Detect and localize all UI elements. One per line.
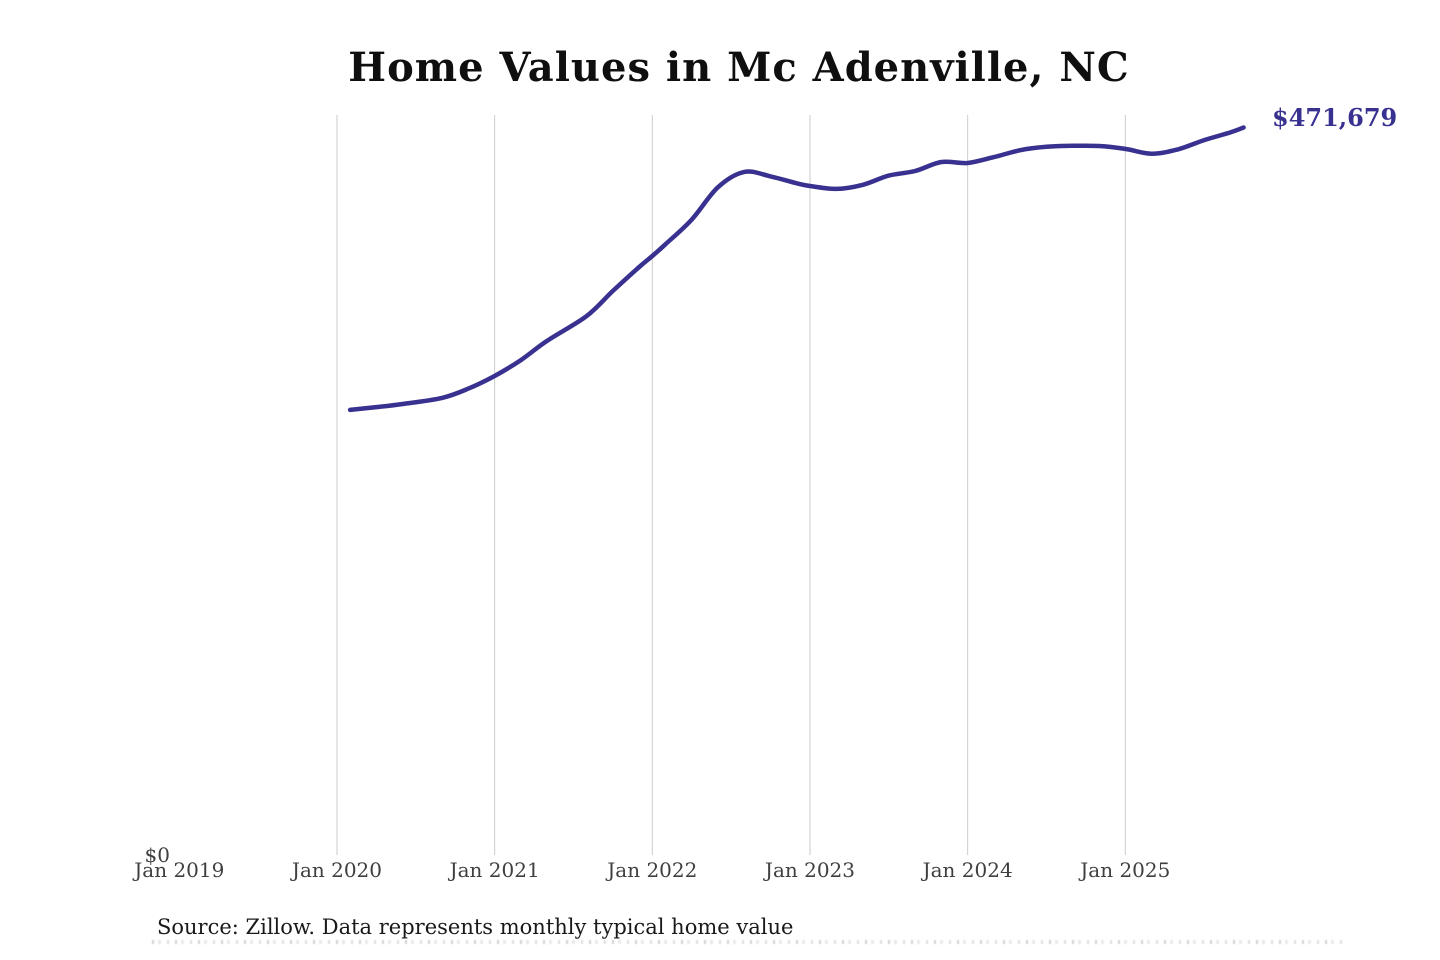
source-note: Source: Zillow. Data represents monthly … (157, 915, 794, 939)
x-tick-label: Jan 2020 (291, 858, 383, 882)
x-tick-label: Jan 2023 (764, 858, 856, 882)
x-tick-label: Jan 2025 (1080, 858, 1171, 882)
gridline-group (336, 115, 1126, 855)
y-axis-zero-label: $0 (144, 843, 170, 867)
home-value-line (347, 125, 1246, 413)
last-value-label: $471,679 (1272, 103, 1398, 132)
x-tick-label: Jan 2019 (134, 858, 225, 882)
x-tick-label: Jan 2022 (607, 858, 698, 882)
x-tick-label: Jan 2021 (449, 858, 540, 882)
x-tick-label: Jan 2024 (922, 858, 1013, 882)
chart-title: Home Values in Mc Adenville, NC (348, 44, 1130, 91)
cropped-text-artifact (152, 940, 1342, 944)
